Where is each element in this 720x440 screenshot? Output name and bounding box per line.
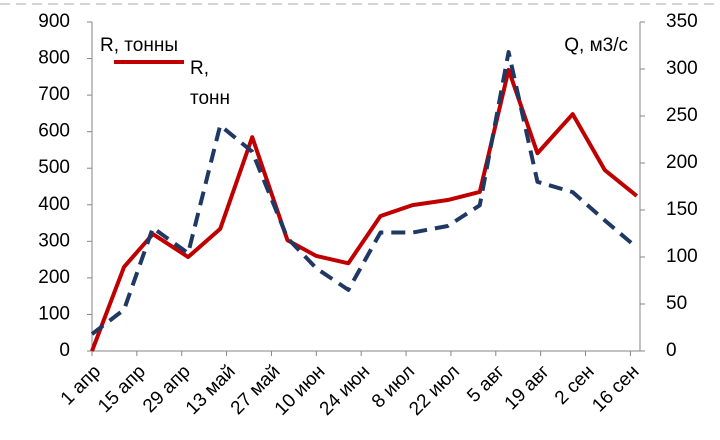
y-tick-label: 900 bbox=[38, 11, 70, 32]
y-tick-label: 200 bbox=[38, 267, 70, 288]
y-tick-label: 400 bbox=[38, 194, 70, 215]
y-axis-title: R, тонны bbox=[100, 35, 178, 56]
y2-tick-label: 150 bbox=[666, 199, 698, 220]
x-tick-label: 13 май bbox=[182, 361, 240, 419]
y-tick-label: 500 bbox=[38, 157, 70, 178]
y2-tick-label: 250 bbox=[666, 105, 698, 126]
y-tick-label: 700 bbox=[38, 84, 70, 105]
y2-tick-label: 0 bbox=[666, 340, 677, 361]
y2-tick-label: 100 bbox=[666, 246, 698, 267]
y-tick-label: 300 bbox=[38, 230, 70, 251]
series-line bbox=[90, 67, 639, 352]
y2-tick-label: 300 bbox=[666, 58, 698, 79]
y-tick-label: 600 bbox=[38, 121, 70, 142]
y2-tick-label: 50 bbox=[666, 293, 687, 314]
x-tick-label: 16 сен bbox=[588, 361, 643, 416]
y-tick-label: 0 bbox=[59, 340, 70, 361]
y-tick-label: 800 bbox=[38, 48, 70, 69]
y-tick-label: 100 bbox=[38, 303, 70, 324]
x-tick-label: 22 июл bbox=[405, 361, 464, 420]
y2-tick-label: 200 bbox=[666, 152, 698, 173]
y2-axis-title: Q, м3/с bbox=[564, 35, 628, 56]
x-tick-label: 19 авг bbox=[501, 361, 554, 414]
series-line bbox=[90, 50, 639, 336]
legend-label: R, тонн bbox=[190, 58, 231, 109]
x-tick-label: 15 апр bbox=[94, 361, 150, 417]
y2-tick-label: 350 bbox=[666, 11, 698, 32]
x-tick-label: 24 июн bbox=[316, 361, 375, 420]
